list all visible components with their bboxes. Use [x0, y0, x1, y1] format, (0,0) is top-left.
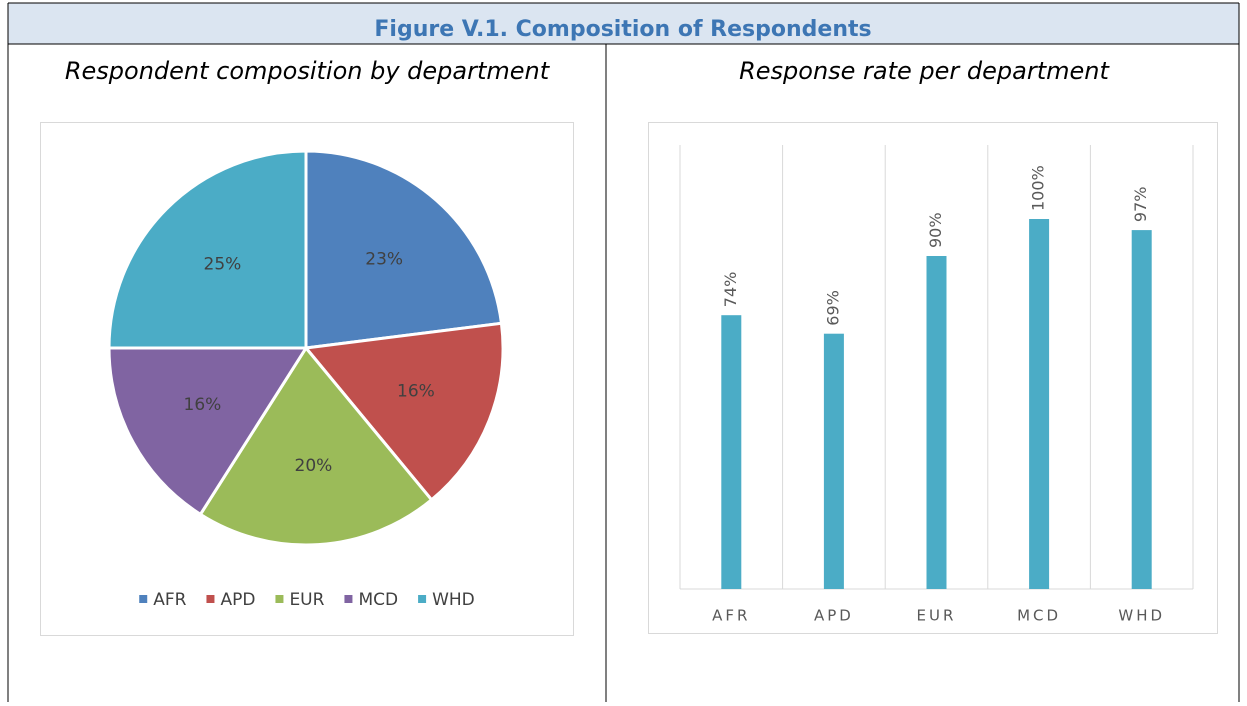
legend-label: AFR: [153, 590, 186, 610]
x-tick-label: EUR: [917, 607, 957, 625]
data-label: 23%: [365, 249, 403, 269]
legend-label: WHD: [432, 590, 475, 610]
legend-label: EUR: [289, 590, 324, 610]
bar: [926, 256, 947, 589]
legend-swatch: [206, 595, 215, 603]
chart-title: Response rate per department: [739, 57, 1110, 85]
data-label: 97%: [1131, 187, 1150, 223]
x-tick-label: MCD: [1017, 607, 1061, 625]
chart-frame: [40, 122, 574, 636]
pie-slice: [107, 346, 309, 517]
x-tick-label: WHD: [1118, 607, 1165, 625]
x-tick-label: AFR: [712, 607, 750, 625]
header-band: [8, 3, 1239, 44]
data-label: 90%: [926, 212, 945, 248]
bar: [823, 333, 844, 589]
legend-label: APD: [220, 590, 255, 610]
data-label: 74%: [721, 272, 740, 308]
data-label: 100%: [1029, 165, 1048, 211]
data-label: 16%: [184, 395, 222, 415]
bar: [1131, 230, 1152, 589]
legend-label: MCD: [358, 590, 398, 610]
bar: [721, 315, 742, 589]
legend-swatch: [418, 595, 427, 603]
pie-slice: [303, 321, 505, 502]
data-label: 16%: [397, 382, 435, 402]
bar: [1029, 219, 1050, 589]
legend-swatch: [344, 595, 353, 603]
legend-swatch: [275, 595, 284, 603]
figure-title: Figure V.1. Composition of Respondents: [374, 17, 871, 42]
pie-slice: [304, 149, 504, 350]
data-label: 69%: [823, 290, 842, 326]
legend-swatch: [139, 595, 148, 603]
data-label: 20%: [295, 456, 333, 476]
chart-frame: [648, 122, 1218, 634]
chart-title: Respondent composition by department: [65, 57, 551, 85]
pie-slice: [107, 149, 308, 350]
data-label: 25%: [204, 254, 242, 274]
pie-slice: [198, 345, 434, 547]
x-tick-label: APD: [814, 607, 854, 625]
